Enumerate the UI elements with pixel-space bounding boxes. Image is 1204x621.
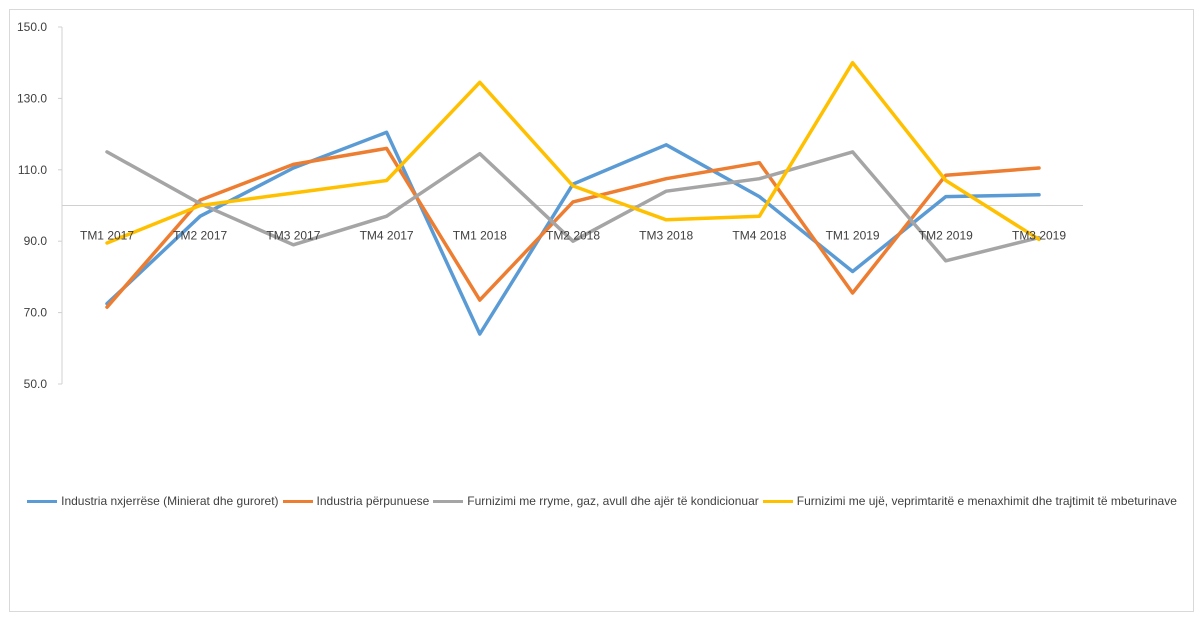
legend-label: Furnizimi me rryme, gaz, avull dhe ajër …: [467, 494, 759, 508]
x-category-label: TM4 2018: [732, 229, 786, 243]
legend-label: Industria nxjerrëse (Minierat dhe gurore…: [61, 494, 279, 508]
legend-item-4: Furnizimi me ujë, veprimtaritë e menaxhi…: [762, 494, 1177, 508]
x-category-label: TM1 2018: [453, 229, 507, 243]
y-tick-label: 150.0: [17, 20, 47, 34]
x-category-label: TM2 2019: [919, 229, 973, 243]
legend-swatch: [762, 499, 793, 503]
series-line-3: [105, 150, 1041, 263]
y-tick-label: 130.0: [17, 91, 47, 105]
x-category-label: TM1 2017: [80, 229, 134, 243]
legend-item-1: Industria nxjerrëse (Minierat dhe gurore…: [27, 494, 279, 508]
x-category-label: TM4 2017: [360, 229, 414, 243]
x-category-label: TM2 2018: [546, 229, 600, 243]
x-axis-labels: TM1 2017 TM2 2017 TM3 2017 TM4 2017 TM1 2018…: [80, 229, 1066, 243]
series-line-4: [105, 60, 1041, 245]
legend-item-2: Industria përpunuese: [282, 494, 430, 508]
legend: Industria nxjerrëse (Minierat dhe gurore…: [0, 494, 1204, 508]
x-category-label: TM3 2018: [639, 229, 693, 243]
legend-swatch: [27, 499, 58, 503]
series-lines: [105, 60, 1041, 336]
y-tick-label: 70.0: [24, 306, 48, 320]
legend-swatch: [433, 499, 464, 503]
x-category-label: TM3 2019: [1012, 229, 1066, 243]
legend-label: Industria përpunuese: [316, 494, 430, 508]
legend-item-3: Furnizimi me rryme, gaz, avull dhe ajër …: [433, 494, 759, 508]
y-tick-label: 90.0: [24, 234, 48, 248]
x-category-label: TM2 2017: [173, 229, 227, 243]
x-category-label: TM1 2019: [826, 229, 880, 243]
legend-label: Furnizimi me ujë, veprimtaritë e menaxhi…: [796, 494, 1177, 508]
legend-swatch: [282, 499, 313, 503]
y-tick-label: 50.0: [24, 377, 48, 391]
y-axis: 50.0 70.0 90.0 110.0 130.0 150.0: [17, 20, 63, 391]
y-tick-label: 110.0: [18, 163, 47, 177]
series-line-2: [105, 146, 1041, 309]
chart-frame: [9, 9, 1194, 612]
x-category-label: TM3 2017: [266, 229, 320, 243]
